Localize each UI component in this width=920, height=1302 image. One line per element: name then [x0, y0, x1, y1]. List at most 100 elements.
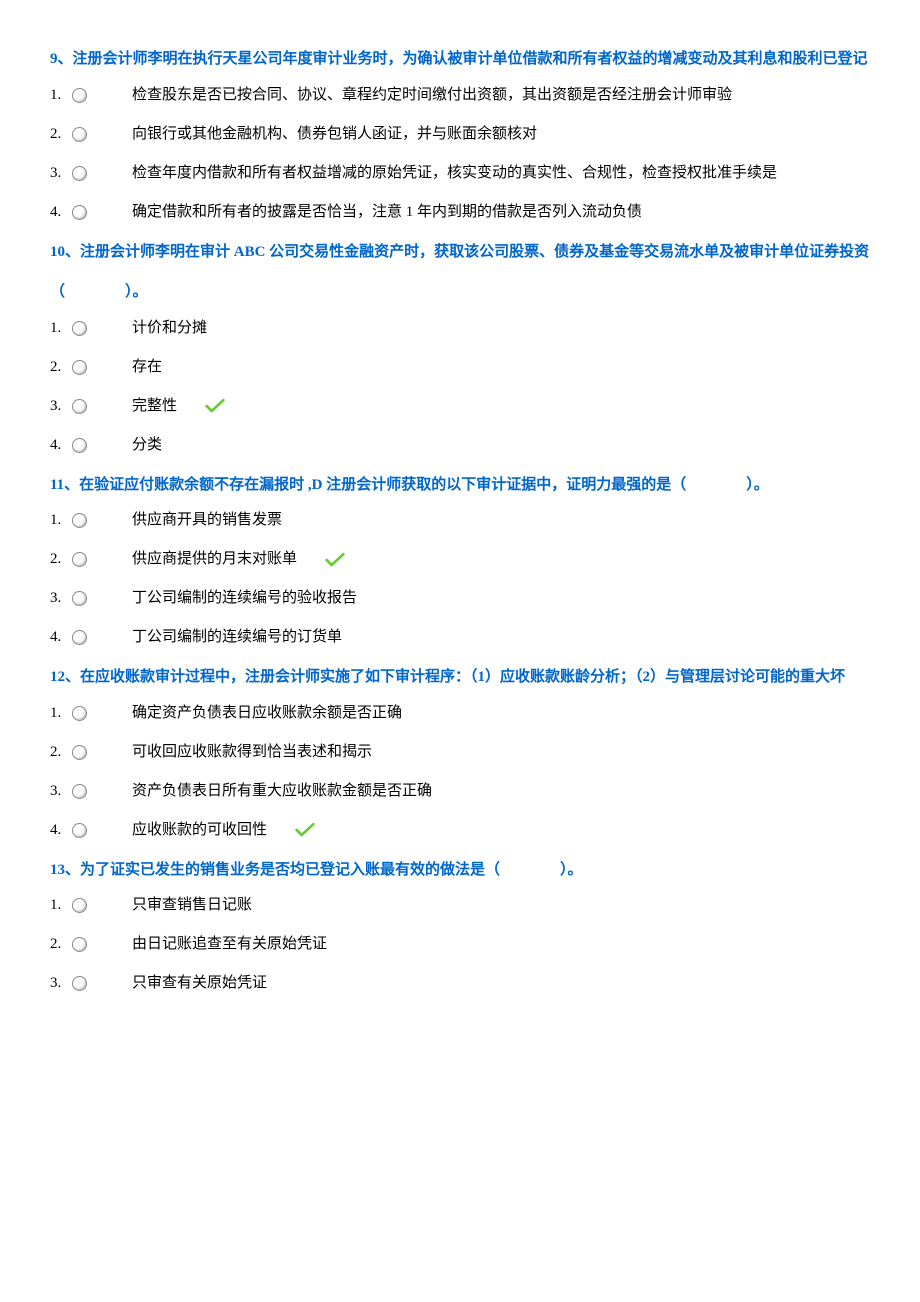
option-text: 丁公司编制的连续编号的验收报告: [132, 588, 357, 609]
radio-cell: [72, 360, 132, 375]
option-number: 1.: [50, 510, 72, 531]
radio-button[interactable]: [72, 166, 87, 181]
radio-button[interactable]: [72, 898, 87, 913]
option-row: 3. 丁公司编制的连续编号的验收报告: [50, 588, 870, 609]
option-row: 2. 向银行或其他金融机构、债券包销人函证，并与账面余额核对: [50, 124, 870, 145]
radio-button[interactable]: [72, 513, 87, 528]
option-number: 2.: [50, 549, 72, 570]
option-number: 2.: [50, 934, 72, 955]
radio-cell: [72, 438, 132, 453]
option-row: 2. 存在: [50, 357, 870, 378]
question-title: 11、在验证应付账款余额不存在漏报时 ,D 注册会计师获取的以下审计证据中，证明…: [50, 474, 870, 497]
option-text: 应收账款的可收回性: [132, 820, 267, 841]
radio-cell: [72, 88, 132, 103]
radio-button[interactable]: [72, 976, 87, 991]
radio-cell: [72, 127, 132, 142]
option-row: 4. 分类: [50, 435, 870, 456]
radio-cell: [72, 630, 132, 645]
option-number: 4.: [50, 820, 72, 841]
option-row: 2. 由日记账追查至有关原始凭证: [50, 934, 870, 955]
option-number: 1.: [50, 85, 72, 106]
option-row: 3. 只审查有关原始凭证: [50, 973, 870, 994]
radio-cell: [72, 399, 132, 414]
option-number: 4.: [50, 202, 72, 223]
option-row: 3. 完整性: [50, 396, 870, 417]
option-row: 3.资产负债表日所有重大应收账款金额是否正确: [50, 781, 870, 802]
radio-cell: [72, 898, 132, 913]
question-title: 12、在应收账款审计过程中，注册会计师实施了如下审计程序：（1）应收账款账龄分析…: [50, 666, 870, 689]
option-row: 2. 可收回应收账款得到恰当表述和揭示: [50, 742, 870, 763]
option-text: 向银行或其他金融机构、债券包销人函证，并与账面余额核对: [132, 124, 537, 145]
option-text: 完整性: [132, 396, 177, 417]
option-number: 3.: [50, 396, 72, 417]
radio-button[interactable]: [72, 399, 87, 414]
option-text: 检查股东是否已按合同、协议、章程约定时间缴付出资额，其出资额是否经注册会计师审验: [132, 85, 732, 106]
radio-button[interactable]: [72, 706, 87, 721]
radio-button[interactable]: [72, 88, 87, 103]
option-number: 3.: [50, 588, 72, 609]
quiz-content: 9、注册会计师李明在执行天星公司年度审计业务时，为确认被审计单位借款和所有者权益…: [50, 48, 870, 994]
option-number: 2.: [50, 357, 72, 378]
option-row: 1. 供应商开具的销售发票: [50, 510, 870, 531]
option-text: 确定借款和所有者的披露是否恰当，注意 1 年内到期的借款是否列入流动负债: [132, 202, 642, 223]
option-row: 2. 供应商提供的月末对账单: [50, 549, 870, 570]
radio-button[interactable]: [72, 438, 87, 453]
radio-button[interactable]: [72, 205, 87, 220]
option-number: 4.: [50, 627, 72, 648]
option-row: 3. 检查年度内借款和所有者权益增减的原始凭证，核实变动的真实性、合规性，检查授权…: [50, 163, 870, 184]
radio-cell: [72, 166, 132, 181]
radio-button[interactable]: [72, 591, 87, 606]
radio-cell: [72, 591, 132, 606]
option-text: 由日记账追查至有关原始凭证: [132, 934, 327, 955]
option-row: 4. 丁公司编制的连续编号的订货单: [50, 627, 870, 648]
question-title: 10、注册会计师李明在审计 ABC 公司交易性金融资产时，获取该公司股票、债券及…: [50, 241, 870, 264]
option-text: 丁公司编制的连续编号的订货单: [132, 627, 342, 648]
radio-cell: [72, 823, 132, 838]
option-text: 检查年度内借款和所有者权益增减的原始凭证，核实变动的真实性、合规性，检查授权批准…: [132, 163, 777, 184]
radio-button[interactable]: [72, 552, 87, 567]
option-row: 1. 计价和分摊: [50, 318, 870, 339]
option-text: 供应商提供的月末对账单: [132, 549, 297, 570]
radio-button[interactable]: [72, 937, 87, 952]
option-text: 计价和分摊: [132, 318, 207, 339]
radio-cell: [72, 552, 132, 567]
correct-check-icon: [295, 820, 315, 841]
correct-check-icon: [325, 549, 345, 570]
option-text: 只审查有关原始凭证: [132, 973, 267, 994]
question-title: 13、为了证实已发生的销售业务是否均已登记入账最有效的做法是（ ）。: [50, 859, 870, 882]
option-row: 1. 检查股东是否已按合同、协议、章程约定时间缴付出资额，其出资额是否经注册会计师…: [50, 85, 870, 106]
radio-cell: [72, 513, 132, 528]
radio-cell: [72, 321, 132, 336]
option-row: 1. 确定资产负债表日应收账款余额是否正确: [50, 703, 870, 724]
question-title: 9、注册会计师李明在执行天星公司年度审计业务时，为确认被审计单位借款和所有者权益…: [50, 48, 870, 71]
option-number: 2.: [50, 124, 72, 145]
option-number: 3.: [50, 973, 72, 994]
option-text: 分类: [132, 435, 162, 456]
option-text: 供应商开具的销售发票: [132, 510, 282, 531]
option-number: 4.: [50, 435, 72, 456]
radio-cell: [72, 706, 132, 721]
radio-button[interactable]: [72, 823, 87, 838]
radio-button[interactable]: [72, 745, 87, 760]
option-row: 4. 应收账款的可收回性: [50, 820, 870, 841]
correct-check-icon: [205, 396, 225, 417]
option-row: 1.只审查销售日记账: [50, 895, 870, 916]
question-title-continuation: （ ）。: [50, 281, 870, 304]
option-number: 1.: [50, 318, 72, 339]
option-row: 4. 确定借款和所有者的披露是否恰当，注意 1 年内到期的借款是否列入流动负债: [50, 202, 870, 223]
option-text: 存在: [132, 357, 162, 378]
option-number: 3.: [50, 163, 72, 184]
radio-button[interactable]: [72, 127, 87, 142]
option-number: 1.: [50, 703, 72, 724]
option-number: 2.: [50, 742, 72, 763]
radio-cell: [72, 745, 132, 760]
radio-button[interactable]: [72, 630, 87, 645]
radio-button[interactable]: [72, 321, 87, 336]
option-text: 可收回应收账款得到恰当表述和揭示: [132, 742, 372, 763]
radio-cell: [72, 784, 132, 799]
radio-cell: [72, 205, 132, 220]
option-text: 资产负债表日所有重大应收账款金额是否正确: [132, 781, 432, 802]
radio-button[interactable]: [72, 784, 87, 799]
radio-button[interactable]: [72, 360, 87, 375]
option-text: 确定资产负债表日应收账款余额是否正确: [132, 703, 402, 724]
